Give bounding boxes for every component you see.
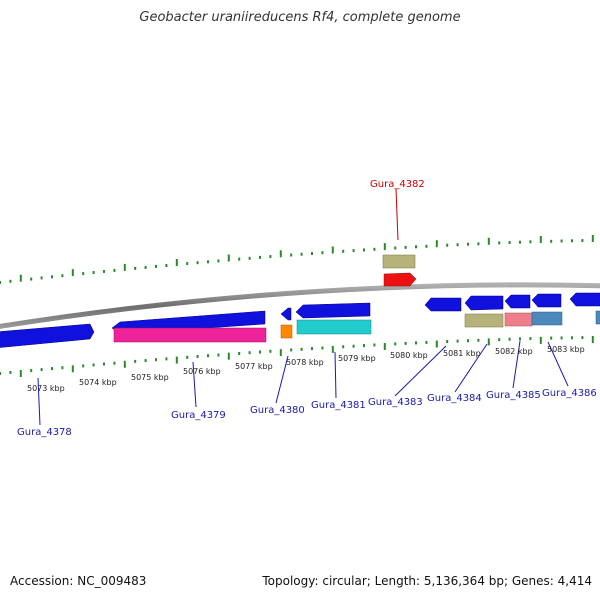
kbp-label: 5074 kbp: [79, 378, 117, 387]
scale-labels: 5073 kbp 5074 kbp 5075 kbp 5076 kbp 5077…: [27, 345, 585, 393]
genome-backbone: [0, 282, 600, 329]
kbp-label: 5083 kbp: [547, 345, 585, 354]
gene-labels: Gura_4382 Gura_4378 Gura_4379 Gura_4380 …: [17, 179, 597, 438]
leader-lines: [37, 188, 569, 426]
cds-arrow-gura4384-strand[interactable]: [464, 295, 504, 311]
gene-label-gura4381[interactable]: Gura_4381: [311, 400, 366, 411]
gene-label-gura4385[interactable]: Gura_4385: [486, 390, 541, 401]
feature-gura4384[interactable]: [464, 313, 504, 328]
feature-gura4379[interactable]: [113, 327, 267, 343]
genome-summary-text: Topology: circular; Length: 5,136,364 bp…: [262, 574, 592, 588]
cds-arrow-gura4380-strand[interactable]: [280, 307, 292, 321]
kbp-label: 5077 kbp: [235, 362, 273, 371]
feature-gura4382-block[interactable]: [382, 254, 416, 269]
feature-gura4381[interactable]: [296, 319, 372, 335]
lower-tick-ruler: [0, 336, 594, 377]
kbp-label: 5073 kbp: [27, 384, 65, 393]
gene-label-gura4378[interactable]: Gura_4378: [17, 427, 72, 438]
kbp-label: 5076 kbp: [183, 367, 221, 376]
cds-arrow-gura4383-strand[interactable]: [424, 297, 462, 312]
kbp-label: 5080 kbp: [390, 351, 428, 360]
feature-gura4385[interactable]: [504, 312, 533, 327]
kbp-label: 5079 kbp: [338, 354, 376, 363]
kbp-label: 5082 kbp: [495, 347, 533, 356]
cds-arrow-right-edge[interactable]: [569, 292, 600, 307]
feature-right-edge[interactable]: [595, 310, 600, 325]
accession-text: Accession: NC_009483: [10, 574, 147, 588]
gene-label-gura4379[interactable]: Gura_4379: [171, 410, 226, 421]
upper-tick-ruler: [0, 235, 594, 284]
cds-arrow-gura4386-strand[interactable]: [531, 293, 562, 308]
cds-arrow-gura4381-strand[interactable]: [295, 302, 371, 319]
gene-label-gura4383[interactable]: Gura_4383: [368, 397, 423, 408]
gene-label-gura4382[interactable]: Gura_4382: [370, 179, 425, 190]
cds-arrow-gura4378[interactable]: [0, 323, 95, 348]
kbp-label: 5075 kbp: [131, 373, 169, 382]
feature-gura4380[interactable]: [280, 324, 293, 339]
kbp-label: 5078 kbp: [286, 358, 324, 367]
gene-label-gura4380[interactable]: Gura_4380: [250, 405, 305, 416]
kbp-label: 5081 kbp: [443, 349, 481, 358]
feature-gura4382-arrow[interactable]: [383, 272, 417, 287]
feature-track: [113, 254, 600, 343]
gene-label-gura4386[interactable]: Gura_4386: [542, 388, 597, 399]
gene-label-gura4384[interactable]: Gura_4384: [427, 393, 482, 404]
genome-title: Geobacter uraniireducens Rf4, complete g…: [139, 10, 461, 25]
feature-gura4386[interactable]: [531, 311, 563, 326]
cds-arrow-gura4385-strand[interactable]: [504, 294, 531, 309]
